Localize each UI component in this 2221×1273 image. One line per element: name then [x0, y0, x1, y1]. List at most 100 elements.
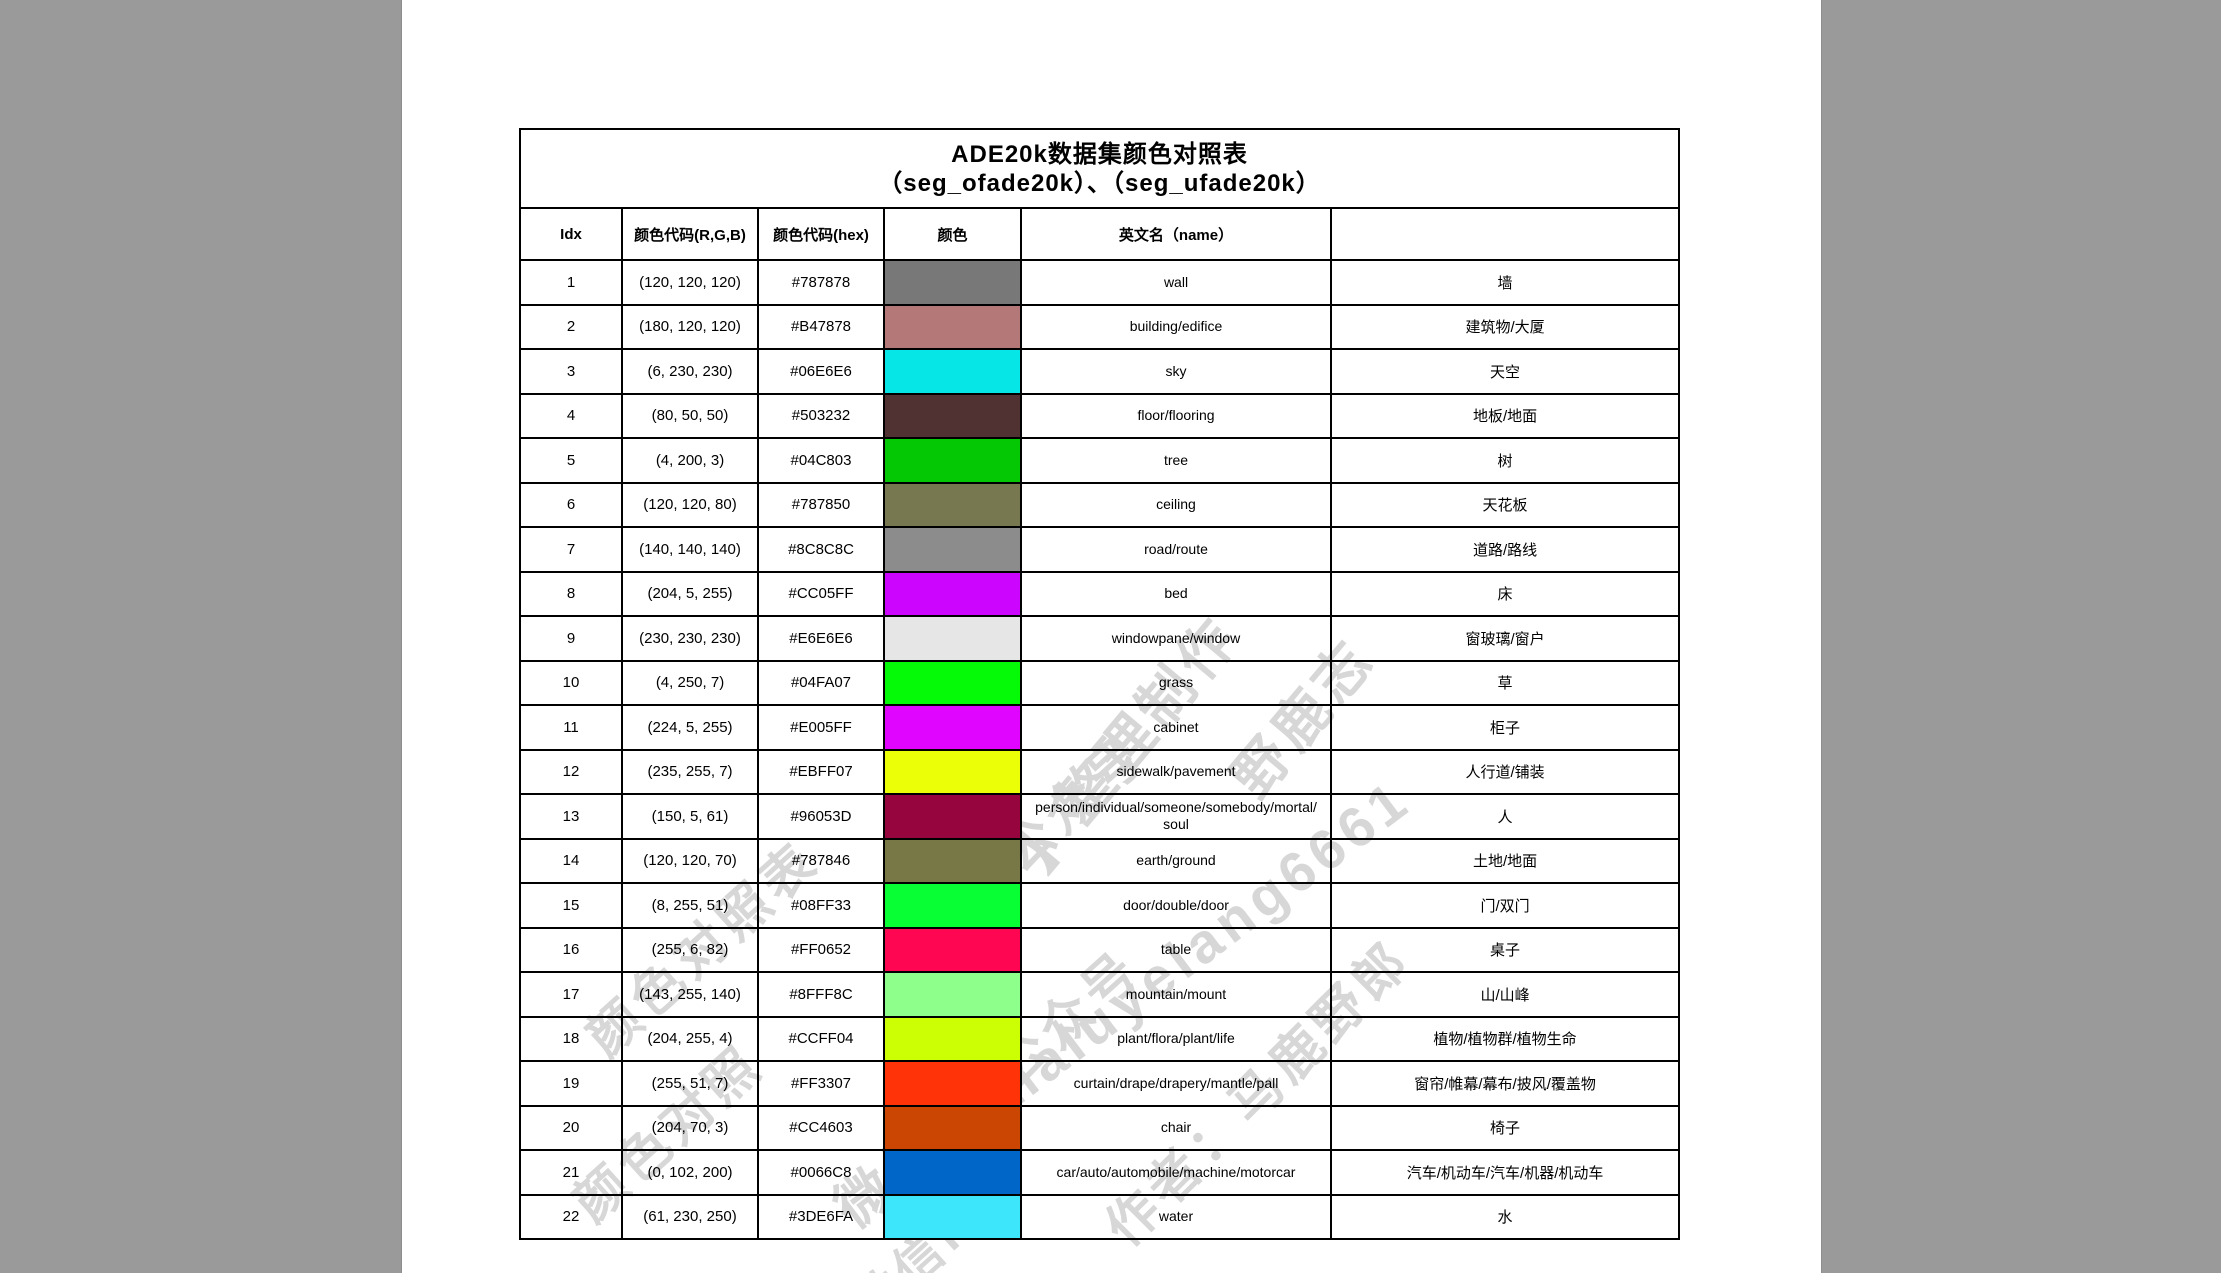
cell-hex: #04C803 [757, 437, 885, 484]
cell-name-en: mountain/mount [1020, 971, 1332, 1018]
cell-name-cn: 道路/路线 [1329, 526, 1681, 573]
color-swatch [883, 392, 1022, 439]
cell-name-en: windowpane/window [1020, 615, 1332, 662]
cell-idx: 7 [519, 526, 623, 573]
cell-name-cn: 床 [1329, 570, 1681, 617]
cell-idx: 17 [519, 971, 623, 1018]
cell-name-cn: 窗玻璃/窗户 [1329, 615, 1681, 662]
cell-name-en: bed [1020, 570, 1332, 617]
cell-rgb: (0, 102, 200) [621, 1149, 759, 1196]
table-row: 7 (140, 140, 140) #8C8C8C road/route 道路/路线 [519, 526, 1681, 573]
cell-hex: #FF0652 [757, 926, 885, 973]
color-table: ADE20k数据集颜色对照表 （seg_ofade20k）、（seg_ufade… [518, 128, 1681, 1240]
table-row: 11 (224, 5, 255) #E005FF cabinet 柜子 [519, 704, 1681, 751]
table-row: 4 (80, 50, 50) #503232 floor/flooring 地板/地面 [519, 392, 1681, 439]
cell-hex: #8C8C8C [757, 526, 885, 573]
cell-idx: 16 [519, 926, 623, 973]
cell-name-en: cabinet [1020, 704, 1332, 751]
cell-hex: #8FFF8C [757, 971, 885, 1018]
cell-rgb: (120, 120, 80) [621, 481, 759, 528]
table-row: 18 (204, 255, 4) #CCFF04 plant/flora/plant/… [519, 1015, 1681, 1062]
cell-rgb: (255, 6, 82) [621, 926, 759, 973]
color-swatch [883, 1015, 1022, 1062]
table-row: 16 (255, 6, 82) #FF0652 table 桌子 [519, 926, 1681, 973]
color-swatch [883, 481, 1022, 528]
cell-idx: 20 [519, 1104, 623, 1151]
table-row: 21 (0, 102, 200) #0066C8 car/auto/automobil… [519, 1149, 1681, 1196]
table-row: 6 (120, 120, 80) #787850 ceiling 天花板 [519, 481, 1681, 528]
color-swatch [883, 837, 1022, 884]
cell-rgb: (120, 120, 70) [621, 837, 759, 884]
table-row: 5 (4, 200, 3) #04C803 tree 树 [519, 437, 1681, 484]
cell-hex: #CC4603 [757, 1104, 885, 1151]
cell-idx: 19 [519, 1060, 623, 1107]
cell-name-cn: 草 [1329, 659, 1681, 706]
cell-rgb: (80, 50, 50) [621, 392, 759, 439]
color-swatch [883, 526, 1022, 573]
cell-name-en: table [1020, 926, 1332, 973]
column-header-name-cn [1329, 207, 1681, 261]
cell-rgb: (230, 230, 230) [621, 615, 759, 662]
cell-rgb: (204, 70, 3) [621, 1104, 759, 1151]
cell-name-cn: 土地/地面 [1329, 837, 1681, 884]
color-swatch [883, 615, 1022, 662]
column-header-hex: 颜色代码(hex) [757, 207, 885, 261]
cell-idx: 5 [519, 437, 623, 484]
cell-idx: 21 [519, 1149, 623, 1196]
cell-name-en: chair [1020, 1104, 1332, 1151]
color-swatch [883, 437, 1022, 484]
cell-rgb: (8, 255, 51) [621, 882, 759, 929]
color-swatch [883, 926, 1022, 973]
color-swatch [883, 303, 1022, 350]
cell-rgb: (120, 120, 120) [621, 259, 759, 306]
cell-name-en: water [1020, 1193, 1332, 1240]
cell-idx: 1 [519, 259, 623, 306]
cell-idx: 4 [519, 392, 623, 439]
cell-name-en: car/auto/automobile/machine/motorcar [1020, 1149, 1332, 1196]
cell-hex: #503232 [757, 392, 885, 439]
cell-name-en: sidewalk/pavement [1020, 748, 1332, 795]
cell-idx: 8 [519, 570, 623, 617]
cell-name-en: ceiling [1020, 481, 1332, 528]
color-table-container: ADE20k数据集颜色对照表 （seg_ofade20k）、（seg_ufade… [518, 128, 1681, 1240]
table-body: 1 (120, 120, 120) #787878 wall 墙 2 (180, 120, … [519, 259, 1681, 1240]
color-swatch [883, 704, 1022, 751]
cell-hex: #08FF33 [757, 882, 885, 929]
color-swatch [883, 1060, 1022, 1107]
table-row: 13 (150, 5, 61) #96053D person/individual/s… [519, 793, 1681, 840]
table-row: 2 (180, 120, 120) #B47878 building/edifice 建… [519, 303, 1681, 350]
cell-idx: 15 [519, 882, 623, 929]
cell-idx: 18 [519, 1015, 623, 1062]
cell-rgb: (150, 5, 61) [621, 793, 759, 840]
cell-name-en: earth/ground [1020, 837, 1332, 884]
cell-name-cn: 建筑物/大厦 [1329, 303, 1681, 350]
color-swatch [883, 793, 1022, 840]
cell-idx: 2 [519, 303, 623, 350]
cell-name-en: sky [1020, 348, 1332, 395]
table-row: 15 (8, 255, 51) #08FF33 door/double/door 门/双… [519, 882, 1681, 929]
cell-idx: 13 [519, 793, 623, 840]
cell-hex: #0066C8 [757, 1149, 885, 1196]
table-row: 9 (230, 230, 230) #E6E6E6 windowpane/window… [519, 615, 1681, 662]
cell-idx: 3 [519, 348, 623, 395]
table-row: 17 (143, 255, 140) #8FFF8C mountain/mount 山/… [519, 971, 1681, 1018]
cell-rgb: (6, 230, 230) [621, 348, 759, 395]
cell-hex: #787878 [757, 259, 885, 306]
cell-name-cn: 植物/植物群/植物生命 [1329, 1015, 1681, 1062]
table-header-row: Idx 颜色代码(R,G,B) 颜色代码(hex) 颜色 英文名（name） [519, 207, 1681, 261]
cell-hex: #FF3307 [757, 1060, 885, 1107]
cell-idx: 9 [519, 615, 623, 662]
table-row: 19 (255, 51, 7) #FF3307 curtain/drape/drape… [519, 1060, 1681, 1107]
cell-rgb: (235, 255, 7) [621, 748, 759, 795]
cell-name-en: road/route [1020, 526, 1332, 573]
cell-rgb: (204, 255, 4) [621, 1015, 759, 1062]
cell-rgb: (204, 5, 255) [621, 570, 759, 617]
cell-name-cn: 桌子 [1329, 926, 1681, 973]
cell-idx: 11 [519, 704, 623, 751]
cell-rgb: (4, 200, 3) [621, 437, 759, 484]
cell-hex: #04FA07 [757, 659, 885, 706]
color-swatch [883, 1104, 1022, 1151]
cell-name-en: floor/flooring [1020, 392, 1332, 439]
cell-name-cn: 椅子 [1329, 1104, 1681, 1151]
